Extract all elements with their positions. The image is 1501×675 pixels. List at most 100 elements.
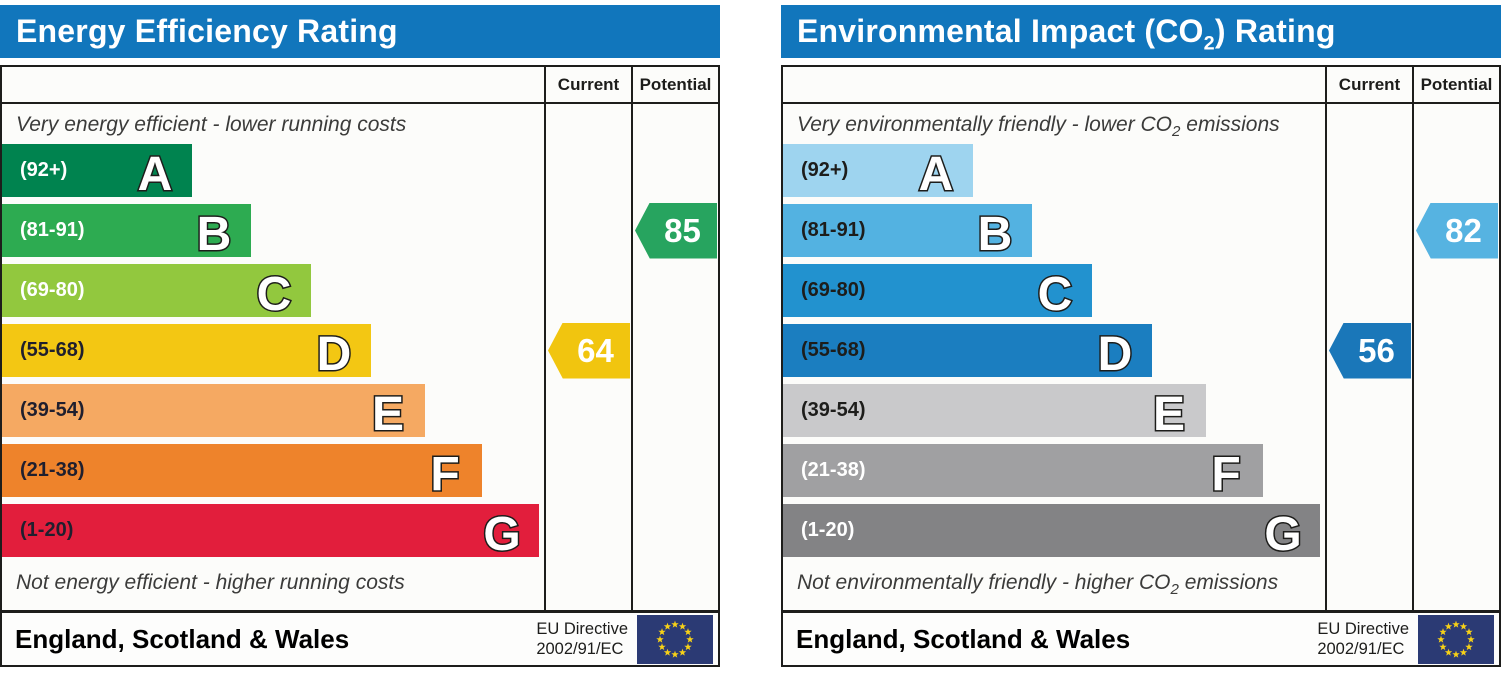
band-letter: E [1151, 386, 1186, 436]
band-range: (81-91) [20, 219, 85, 241]
svg-text:B: B [197, 208, 232, 256]
energy-efficiency-table: Current Potential Very energy efficient … [0, 65, 720, 667]
band-range: (1-20) [801, 519, 855, 541]
band-c: (69-80) C [2, 264, 311, 317]
band-range: (55-68) [20, 339, 85, 361]
band-a: (92+) A [2, 144, 192, 197]
current-rating-value: 64 [577, 331, 614, 369]
energy-efficiency-chart: Energy Efficiency Rating Current Potenti… [0, 5, 720, 667]
band-range: (69-80) [801, 279, 866, 301]
potential-rating-value: 85 [664, 211, 701, 249]
band-letter: C [1036, 266, 1074, 316]
band-f: (21-38) F [2, 444, 482, 497]
column-header-row: Current Potential [783, 67, 1499, 104]
svg-text:F: F [430, 448, 459, 496]
band-range: (21-38) [801, 459, 866, 481]
svg-text:A: A [137, 148, 172, 196]
band-letter: A [917, 146, 955, 196]
band-letter: F [428, 446, 460, 496]
title-text: Environmental Impact (CO2) Rating [797, 13, 1336, 55]
eu-directive-label: EU Directive 2002/91/EC [1317, 619, 1409, 658]
band-letter: A [136, 146, 174, 196]
current-column: 56 [1325, 104, 1412, 610]
potential-column-header: Potential [1412, 67, 1499, 102]
eu-flag-icon [637, 614, 713, 664]
potential-rating-arrow: 82 [1416, 202, 1498, 259]
svg-text:C: C [257, 268, 292, 316]
svg-text:E: E [1153, 388, 1185, 436]
header-spacer [2, 67, 544, 102]
header-spacer [783, 67, 1325, 102]
potential-column: 82 [1412, 104, 1499, 610]
band-range: (39-54) [20, 399, 85, 421]
caption-top: Very energy efficient - lower running co… [16, 113, 407, 136]
band-range: (21-38) [20, 459, 85, 481]
potential-rating-arrow: 85 [635, 202, 717, 259]
band-letter: G [1262, 506, 1302, 556]
band-letter: C [255, 266, 293, 316]
chart-footer: England, Scotland & Wales EU Directive 2… [2, 613, 718, 665]
environmental-impact-table: Current Potential Very environmentally f… [781, 65, 1501, 667]
band-g: (1-20) G [783, 504, 1320, 557]
band-letter: E [370, 386, 405, 436]
band-g: (1-20) G [2, 504, 539, 557]
rating-scale-area: Very environmentally friendly - lower CO… [783, 104, 1325, 610]
band-b: (81-91) B [2, 204, 252, 257]
rating-scale-area: Very energy efficient - lower running co… [2, 104, 544, 610]
svg-text:F: F [1211, 448, 1240, 496]
column-header-row: Current Potential [2, 67, 718, 104]
caption-bottom: Not energy efficient - higher running co… [16, 571, 405, 594]
band-f: (21-38) F [783, 444, 1263, 497]
potential-rating-value: 82 [1445, 211, 1482, 249]
svg-text:B: B [978, 208, 1013, 256]
potential-column-header: Potential [631, 67, 718, 102]
band-a: (92+) A [783, 144, 973, 197]
environmental-impact-title: Environmental Impact (CO2) Rating [781, 5, 1501, 58]
caption-top: Very environmentally friendly - lower CO… [797, 113, 1280, 141]
band-c: (69-80) C [783, 264, 1092, 317]
current-column-header: Current [544, 67, 631, 102]
svg-text:G: G [483, 508, 520, 556]
band-range: (92+) [20, 159, 68, 181]
band-range: (55-68) [801, 339, 866, 361]
title-text: Energy Efficiency Rating [16, 13, 398, 49]
svg-text:G: G [1264, 508, 1301, 556]
current-rating-arrow: 56 [1329, 322, 1411, 379]
current-rating-arrow: 64 [548, 322, 630, 379]
current-column: 64 [544, 104, 631, 610]
current-column-header: Current [1325, 67, 1412, 102]
band-letter: B [976, 206, 1014, 256]
band-letter: D [315, 326, 353, 376]
caption-bottom: Not environmentally friendly - higher CO… [797, 571, 1279, 599]
band-range: (1-20) [20, 519, 74, 541]
band-letter: F [1209, 446, 1241, 496]
band-range: (81-91) [801, 219, 866, 241]
potential-column: 85 [631, 104, 718, 610]
environmental-impact-chart: Environmental Impact (CO2) Rating Curren… [781, 5, 1501, 667]
band-range: (39-54) [801, 399, 866, 421]
band-letter: G [481, 506, 521, 556]
svg-text:D: D [1097, 328, 1132, 376]
band-e: (39-54) E [783, 384, 1206, 437]
svg-text:D: D [316, 328, 351, 376]
band-range: (69-80) [20, 279, 85, 301]
band-d: (55-68) D [2, 324, 371, 377]
region-label: England, Scotland & Wales [796, 623, 1131, 654]
rating-body: Very energy efficient - lower running co… [2, 104, 718, 613]
svg-text:A: A [918, 148, 953, 196]
chart-footer: England, Scotland & Wales EU Directive 2… [783, 613, 1499, 665]
band-letter: B [195, 206, 233, 256]
svg-text:E: E [372, 388, 404, 436]
current-rating-value: 56 [1358, 331, 1395, 369]
eu-directive-label: EU Directive 2002/91/EC [536, 619, 628, 658]
svg-text:C: C [1038, 268, 1073, 316]
region-label: England, Scotland & Wales [15, 623, 350, 654]
eu-flag-icon [1418, 614, 1494, 664]
band-e: (39-54) E [2, 384, 425, 437]
rating-body: Very environmentally friendly - lower CO… [783, 104, 1499, 613]
band-letter: D [1096, 326, 1134, 376]
band-d: (55-68) D [783, 324, 1152, 377]
band-range: (92+) [801, 159, 849, 181]
band-b: (81-91) B [783, 204, 1033, 257]
